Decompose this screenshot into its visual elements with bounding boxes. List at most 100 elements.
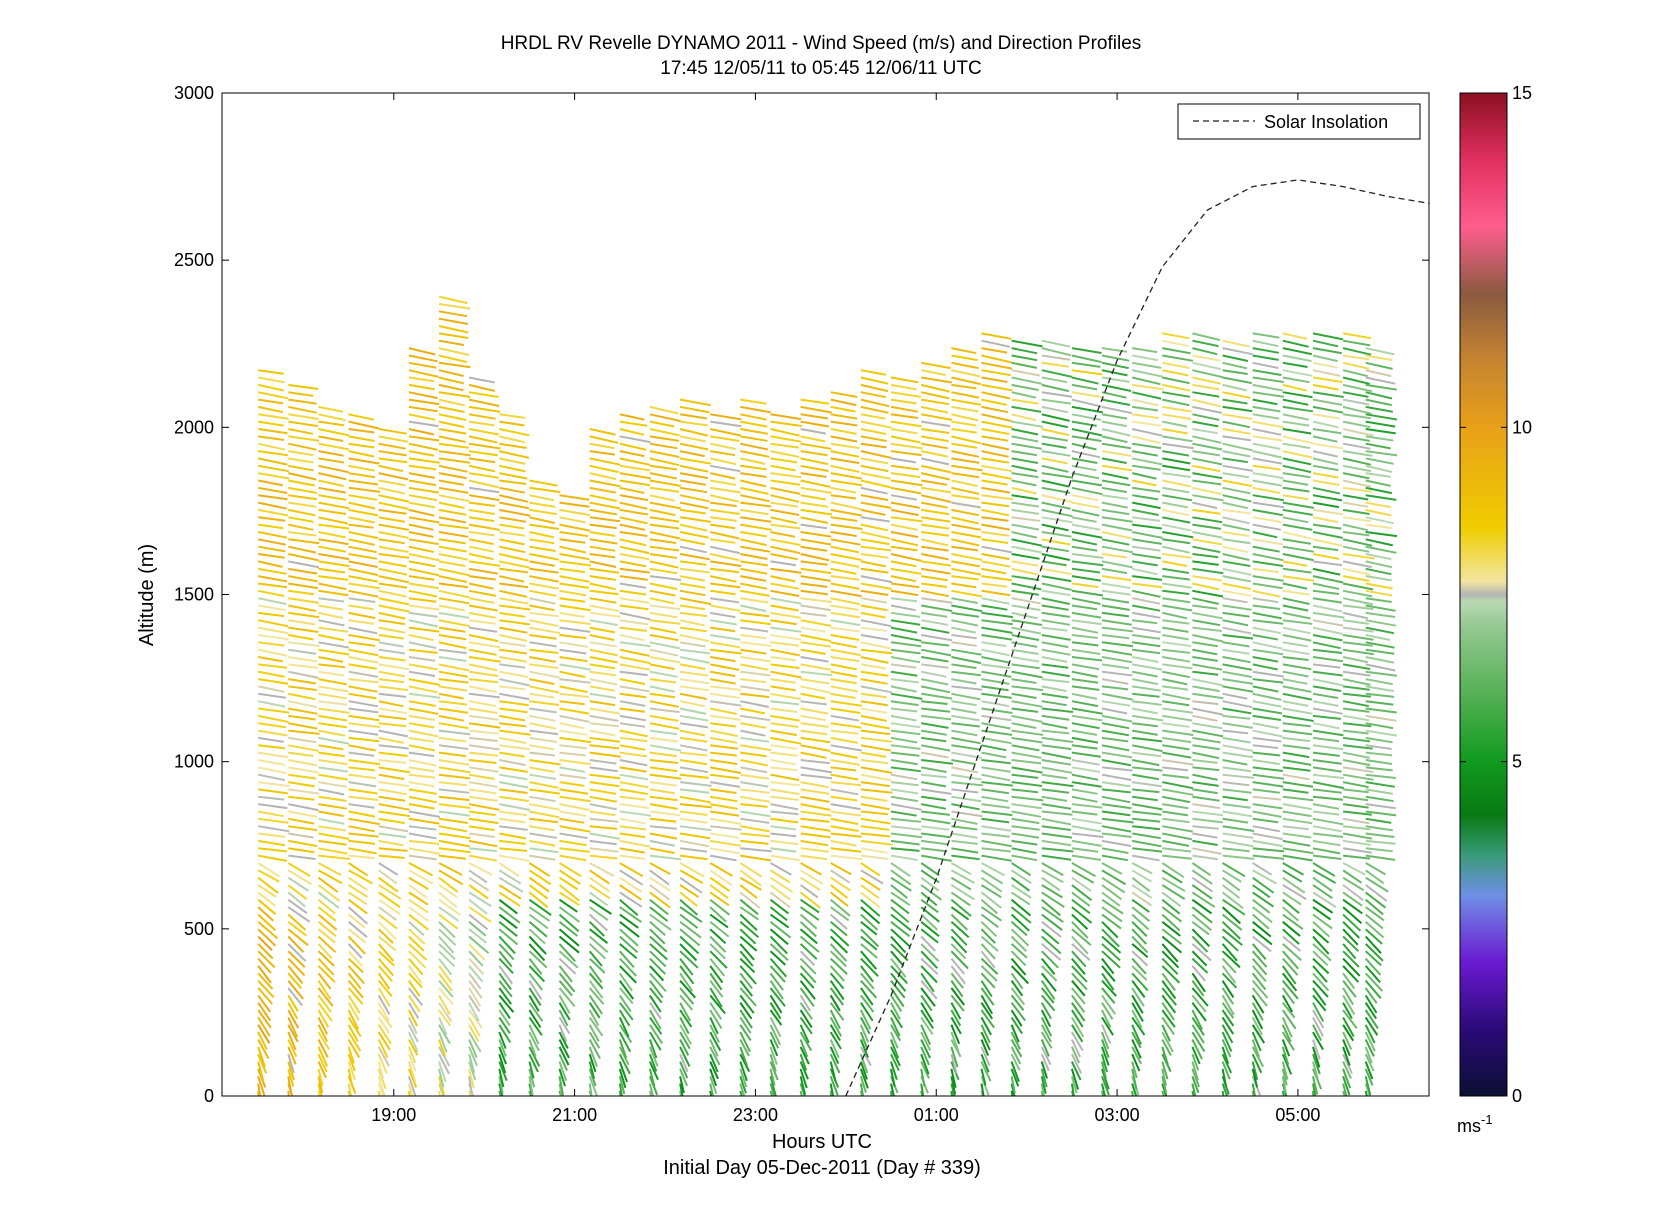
wind-barb [981,678,1010,685]
wind-barb [1282,876,1306,894]
wind-barb [499,751,525,758]
wind-barb [860,604,888,612]
wind-barb [257,648,288,657]
wind-barb [468,678,499,684]
wind-barb [679,766,709,774]
wind-barb [1011,839,1038,846]
wind-barb [1342,876,1365,892]
wind-barb [1252,398,1278,406]
wind-barb [1131,472,1157,480]
wind-barb [588,965,603,984]
wind-barb [588,1009,600,1027]
wind-barb [951,567,982,576]
wind-barb [1131,1039,1142,1059]
wind-barb [529,773,557,780]
wind-barb [378,560,407,568]
wind-barb [679,773,709,779]
wind-barb [799,1016,813,1035]
wind-barb [1282,457,1312,466]
wind-barb [1342,817,1370,825]
wind-barb [1252,634,1278,641]
wind-barb [1365,634,1391,641]
wind-barb [981,648,1010,657]
wind-barb [709,457,737,466]
wind-barb [1192,553,1219,559]
wind-barb [1101,707,1128,715]
wind-barb [860,464,889,473]
wind-barb [558,884,581,902]
wind-barb [378,788,407,796]
wind-barb [800,884,819,899]
wind-barb [860,788,893,794]
wind-barb [288,597,320,604]
wind-barb [1162,435,1193,443]
wind-barb [1192,339,1219,348]
wind-barb [1252,560,1284,567]
wind-barb [1071,832,1104,838]
wind-barb [1011,685,1044,692]
wind-barb [679,486,708,494]
wind-barb [890,766,921,773]
wind-barb [800,619,832,627]
wind-barb [921,832,951,839]
wind-barb [740,611,770,618]
wind-barb [830,950,847,968]
wind-barb [1011,884,1032,899]
wind-barb [1132,773,1160,781]
wind-barb [348,560,378,568]
wind-barb [1101,773,1132,781]
wind-barb [1162,810,1189,817]
wind-barb [1252,766,1283,772]
wind-barb [890,560,917,568]
wind-barb [981,604,1008,611]
wind-barb [1192,634,1224,643]
wind-barb [499,854,530,862]
wind-barb [348,501,376,510]
wind-barb [890,494,917,501]
wind-barb [920,391,950,400]
wind-barb [770,523,801,530]
wind-barb [1161,1031,1174,1053]
wind-barb [1252,347,1279,354]
wind-barb [498,1024,512,1043]
wind-barb [1221,1031,1233,1052]
wind-barb [890,854,918,861]
wind-barb [1365,921,1385,939]
wind-barb [1041,678,1070,684]
wind-barb [890,567,922,575]
wind-barb [257,869,280,883]
wind-barb [468,1090,472,1096]
wind-barb [649,803,678,810]
wind-barb [1041,641,1069,649]
wind-barb [378,589,407,598]
wind-barb [829,1009,841,1030]
wind-barb [347,1009,359,1030]
wind-barb [1252,472,1284,480]
wind-barb [951,685,983,691]
wind-barb [860,611,886,619]
wind-barb [288,501,317,508]
wind-barb [1071,736,1099,744]
wind-barb [1132,405,1159,412]
wind-barb [1365,494,1397,501]
wind-barb [1101,648,1133,656]
wind-barb [1365,884,1388,902]
wind-barb [257,597,287,606]
wind-barb [468,663,498,672]
wind-barb [1041,847,1074,853]
wind-barb [558,1053,568,1071]
wind-barb [258,714,289,723]
wind-barb [558,1016,571,1035]
wind-barb [559,545,587,554]
wind-barb [830,405,856,413]
wind-barb [1342,928,1359,946]
wind-barb [1101,508,1130,516]
wind-barb [800,516,829,524]
wind-barb [740,405,771,414]
wind-barb [408,361,437,369]
wind-barb [860,479,892,489]
wind-barb [769,965,786,983]
wind-barb [740,759,768,767]
wind-barb [710,685,742,691]
wind-barb [1162,516,1191,524]
